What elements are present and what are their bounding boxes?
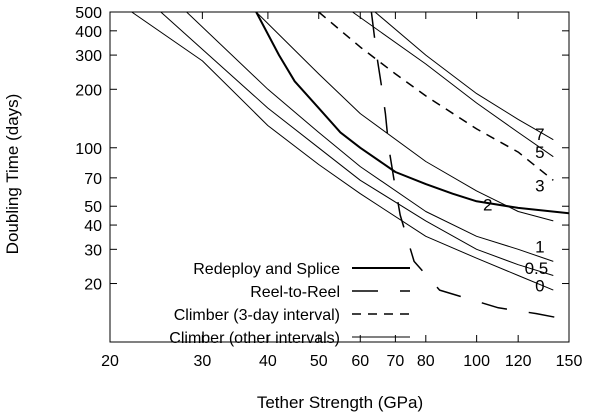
legend-label: Redeploy and Splice — [193, 261, 340, 278]
curve-label: 0.5 — [525, 259, 549, 278]
curve-label: 1 — [535, 238, 544, 257]
series-line — [131, 12, 554, 291]
y-tick-label: 30 — [84, 242, 102, 259]
series-line — [352, 12, 554, 158]
plot-frame — [109, 11, 570, 343]
y-tick-label: 200 — [75, 82, 102, 99]
y-tick-label: 20 — [84, 277, 102, 294]
series-line — [255, 12, 554, 222]
x-tick-label: 150 — [556, 353, 583, 370]
series-line — [370, 12, 569, 321]
curve-label: 3 — [535, 176, 544, 195]
x-tick-label: 70 — [386, 353, 404, 370]
x-tick-label: 20 — [101, 353, 119, 370]
legend-label: Climber (other intervals) — [169, 330, 340, 347]
curve-label: 5 — [535, 143, 544, 162]
series-line — [374, 12, 554, 141]
x-tick-label: 120 — [505, 353, 532, 370]
curve-label: 0 — [535, 277, 544, 296]
x-axis-label: Tether Strength (GPa) — [257, 393, 423, 412]
legend-label: Reel-to-Reel — [250, 284, 340, 301]
y-axis-label: Doubling Time (days) — [3, 94, 22, 255]
y-tick-label: 50 — [84, 199, 102, 216]
x-tick-label: 80 — [417, 353, 435, 370]
x-tick-label: 40 — [259, 353, 277, 370]
curve-label: 2 — [483, 196, 492, 215]
series-line — [160, 12, 554, 276]
x-tick-label: 100 — [463, 353, 490, 370]
series-line — [255, 12, 569, 215]
y-tick-label: 40 — [84, 218, 102, 235]
axes: 20 30 40 50 60 70 80 100 120 15020304050701002003… — [75, 5, 582, 370]
x-tick-label: 50 — [310, 353, 328, 370]
series-line — [318, 12, 554, 181]
legend: Redeploy and Splice Reel-to-Reel Climber (… — [169, 261, 410, 347]
curve-labels: 75 3 2 1 0.50 — [483, 125, 548, 296]
x-tick-label: 60 — [351, 353, 369, 370]
curve-label: 7 — [535, 125, 544, 144]
y-tick-label: 70 — [84, 171, 102, 188]
x-tick-label: 30 — [193, 353, 211, 370]
y-tick-label: 300 — [75, 48, 102, 65]
y-tick-label: 100 — [75, 141, 102, 158]
y-tick-label: 400 — [75, 24, 102, 41]
series-line — [186, 12, 554, 262]
y-tick-label: 500 — [75, 5, 102, 22]
series-group — [131, 12, 569, 321]
plot-area — [131, 12, 569, 321]
legend-label: Climber (3-day interval) — [174, 307, 340, 324]
